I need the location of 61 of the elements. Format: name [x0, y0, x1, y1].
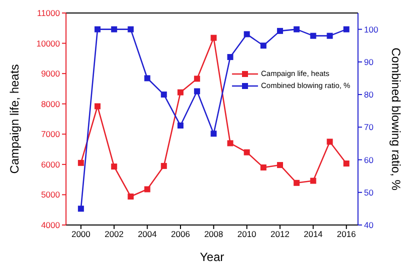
point: [326, 32, 333, 39]
point: [277, 162, 284, 168]
point: [194, 88, 200, 94]
point: [343, 26, 350, 32]
point: [244, 31, 250, 38]
y-tick-label: 8000: [41, 98, 60, 109]
y-tick-label: 5000: [41, 190, 60, 200]
point: [94, 103, 101, 110]
point: [210, 130, 217, 137]
y2-tick-label: 90: [364, 56, 374, 67]
point: [194, 76, 200, 82]
point: [128, 194, 134, 200]
y2-tick-label: 70: [364, 122, 374, 132]
point: [144, 75, 150, 82]
point: [111, 26, 118, 32]
x-tick-label: 2016: [336, 229, 356, 240]
y-tick-label: 6000: [41, 159, 60, 170]
point: [78, 206, 84, 212]
point: [260, 42, 266, 49]
point: [78, 160, 84, 166]
point: [160, 162, 167, 169]
point: [260, 164, 266, 170]
y2-tick-label: 60: [364, 154, 374, 165]
point: [326, 138, 333, 145]
x-tick-label: 2010: [237, 229, 257, 240]
y-tick-label: 9000: [41, 68, 60, 79]
x-tick-label: 2004: [138, 229, 158, 240]
point: [144, 186, 150, 192]
point: [111, 164, 118, 170]
x-tick-label: 2014: [304, 229, 323, 240]
point: [177, 89, 184, 96]
point: [128, 26, 134, 32]
x-tick-label: 2000: [71, 229, 91, 240]
y2-tick-label: 50: [364, 187, 374, 198]
point: [227, 54, 234, 60]
y-tick-label: 11000: [36, 8, 60, 18]
x-tick-label: 2012: [270, 229, 290, 240]
y2-axis-title: Combined blowing ratio, %: [388, 48, 403, 191]
x-tick-label: 2002: [104, 229, 124, 240]
x-tick-label: 2006: [171, 229, 190, 240]
y-axis-title: Campaign life, heats: [7, 64, 22, 174]
point: [94, 26, 101, 32]
point: [294, 26, 300, 32]
point: [160, 92, 167, 98]
y-tick-label: 7000: [41, 129, 60, 140]
point: [310, 178, 316, 184]
y2-tick-label: 40: [364, 220, 374, 230]
x-tick-label: 2008: [204, 229, 224, 240]
y2-tick-label: 80: [364, 90, 374, 100]
point: [177, 122, 184, 129]
y2-tick-label: 100: [364, 24, 378, 34]
x-axis-title: Year: [200, 250, 224, 264]
point: [210, 34, 217, 41]
y-tick-label: 10000: [36, 38, 60, 48]
point: [244, 149, 250, 156]
y-tick-label: 4000: [41, 220, 60, 230]
point: [294, 180, 300, 186]
point: [227, 140, 234, 146]
point: [277, 28, 284, 34]
point: [343, 160, 350, 167]
point: [310, 32, 316, 39]
